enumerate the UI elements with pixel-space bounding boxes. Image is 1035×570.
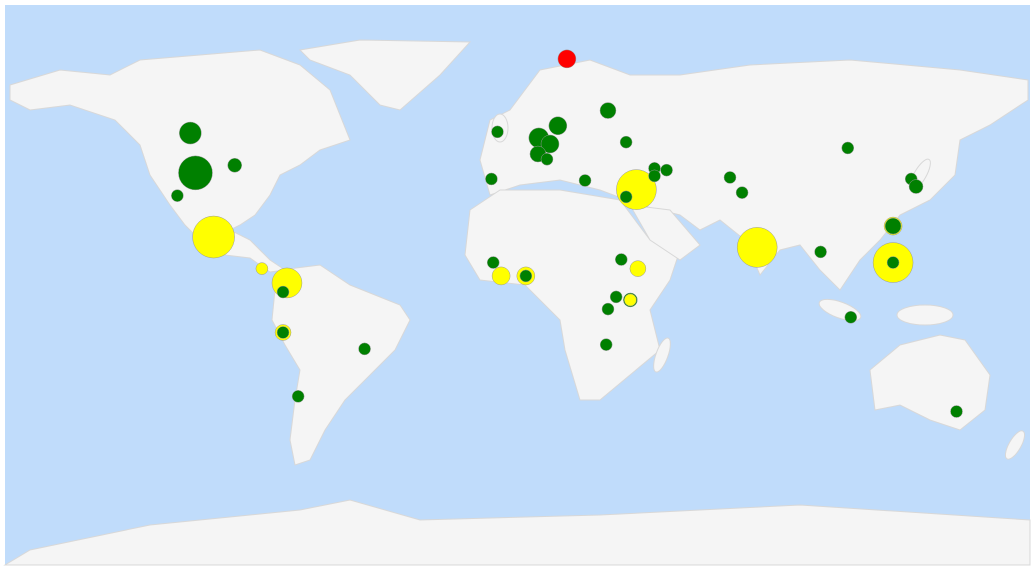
marker[interactable] [540, 134, 560, 154]
marker[interactable] [624, 293, 637, 307]
marker[interactable] [291, 390, 305, 403]
marker[interactable] [358, 342, 371, 356]
marker[interactable] [540, 152, 554, 166]
marker[interactable] [950, 405, 963, 418]
marker[interactable] [255, 262, 269, 275]
south-america [271, 264, 411, 466]
new-guinea [896, 304, 954, 326]
marker[interactable] [486, 256, 500, 269]
marker[interactable] [908, 179, 924, 194]
marker[interactable] [491, 125, 504, 139]
marker[interactable] [609, 290, 623, 304]
marker[interactable] [619, 135, 633, 149]
marker[interactable] [615, 253, 628, 266]
marker[interactable] [557, 49, 577, 69]
marker[interactable] [736, 227, 778, 268]
marker[interactable] [491, 266, 511, 286]
madagascar [653, 337, 671, 373]
arabia [629, 204, 701, 261]
antarctica [3, 499, 1031, 566]
marker[interactable] [660, 163, 673, 177]
marker[interactable] [648, 169, 661, 183]
marker[interactable] [578, 174, 592, 187]
marker[interactable] [619, 190, 633, 204]
marker[interactable] [276, 326, 290, 339]
marker[interactable] [723, 171, 737, 184]
marker[interactable] [601, 302, 615, 316]
marker[interactable] [844, 311, 858, 324]
marker[interactable] [629, 260, 647, 277]
australia [869, 334, 991, 431]
marker[interactable] [735, 186, 749, 199]
markers [171, 49, 963, 418]
land [3, 39, 1031, 566]
marker[interactable] [276, 285, 290, 299]
marker[interactable] [599, 338, 613, 351]
marker[interactable] [841, 141, 855, 155]
north-america [9, 49, 351, 273]
marker[interactable] [884, 217, 902, 235]
marker[interactable] [814, 245, 827, 259]
marker[interactable] [519, 269, 533, 283]
marker[interactable] [192, 215, 235, 259]
new-zealand [1004, 430, 1026, 460]
marker[interactable] [599, 102, 617, 119]
marker[interactable] [548, 116, 568, 136]
greenland [298, 39, 472, 111]
marker[interactable] [485, 172, 498, 186]
marker[interactable] [886, 256, 900, 269]
marker[interactable] [171, 189, 184, 202]
marker[interactable] [227, 158, 242, 173]
marker[interactable] [179, 121, 202, 145]
marker[interactable] [178, 155, 213, 191]
